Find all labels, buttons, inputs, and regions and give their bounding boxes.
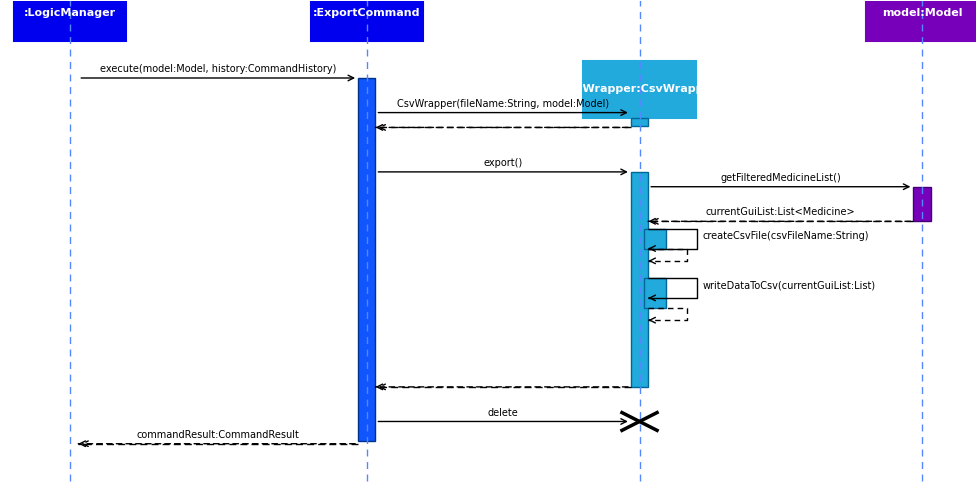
FancyBboxPatch shape [583, 61, 696, 117]
Text: currentGuiList:List<Medicine>: currentGuiList:List<Medicine> [706, 207, 856, 217]
Text: csvWrapper:CsvWrapper: csvWrapper:CsvWrapper [562, 84, 717, 94]
FancyBboxPatch shape [645, 278, 665, 308]
FancyBboxPatch shape [358, 78, 375, 441]
Text: :ExportCommand: :ExportCommand [313, 7, 420, 17]
Text: delete: delete [488, 408, 519, 417]
Text: execute(model:Model, history:CommandHistory): execute(model:Model, history:CommandHist… [100, 64, 336, 74]
FancyBboxPatch shape [645, 229, 665, 248]
FancyBboxPatch shape [866, 0, 977, 41]
Text: commandResult:CommandResult: commandResult:CommandResult [137, 430, 300, 440]
Text: :LogicManager: :LogicManager [23, 7, 115, 17]
Text: CsvWrapper(fileName:String, model:Model): CsvWrapper(fileName:String, model:Model) [397, 98, 610, 109]
Text: model:Model: model:Model [882, 7, 962, 17]
FancyBboxPatch shape [913, 187, 931, 221]
FancyBboxPatch shape [631, 117, 649, 126]
Text: export(): export() [484, 158, 523, 168]
FancyBboxPatch shape [631, 172, 649, 387]
Text: getFilteredMedicineList(): getFilteredMedicineList() [720, 173, 841, 183]
Text: writeDataToCsv(currentGuiList:List): writeDataToCsv(currentGuiList:List) [702, 280, 876, 290]
FancyBboxPatch shape [14, 0, 126, 41]
FancyBboxPatch shape [311, 0, 423, 41]
Text: createCsvFile(csvFileName:String): createCsvFile(csvFileName:String) [702, 231, 870, 241]
